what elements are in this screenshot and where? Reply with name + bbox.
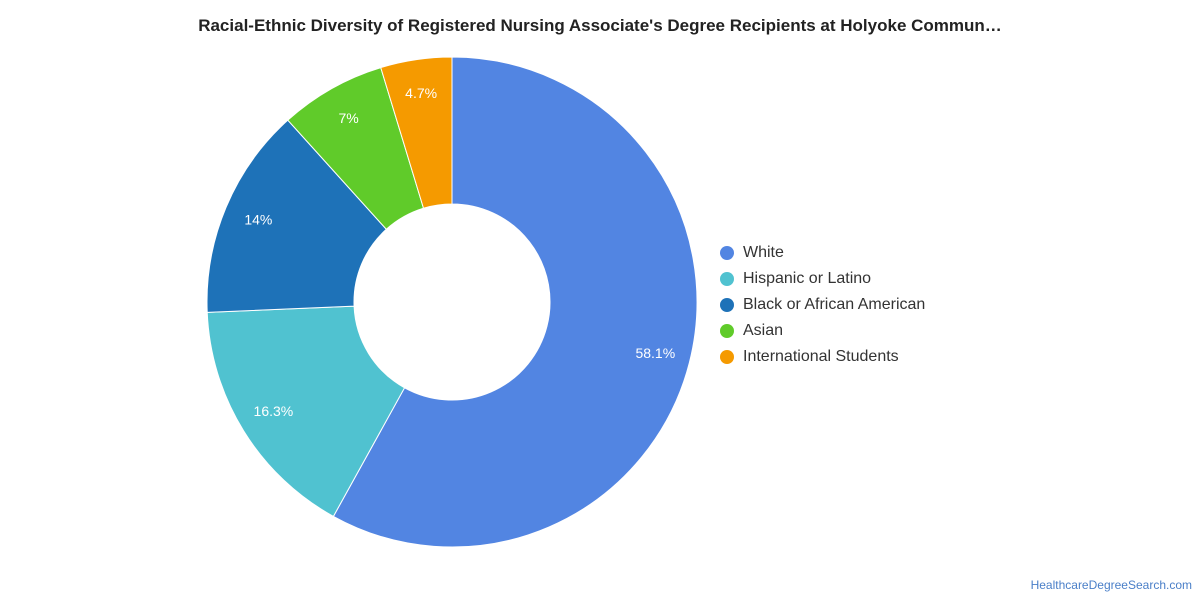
slice-label: 4.7% xyxy=(405,85,437,101)
slice-label: 14% xyxy=(244,212,272,228)
slice-international-students[interactable] xyxy=(380,56,453,209)
legend-label: Hispanic or Latino xyxy=(743,270,872,287)
source-credit[interactable]: HealthcareDegreeSearch.com xyxy=(1030,578,1192,592)
slice-label: 16.3% xyxy=(254,403,294,419)
legend-label: International Students xyxy=(743,348,899,365)
legend-swatch xyxy=(720,246,734,260)
slice-label: 58.1% xyxy=(635,345,675,361)
legend-label: White xyxy=(743,244,784,261)
legend-swatch xyxy=(720,324,734,338)
legend-item[interactable]: Asian xyxy=(720,318,925,344)
slice-white[interactable] xyxy=(332,56,698,548)
slice-label: 7% xyxy=(339,110,359,126)
legend-swatch xyxy=(720,298,734,312)
legend-swatch xyxy=(720,350,734,364)
slice-hispanic-or-latino[interactable] xyxy=(206,305,406,518)
legend-item[interactable]: Hispanic or Latino xyxy=(720,266,925,292)
legend-label: Black or African American xyxy=(743,296,926,313)
legend-swatch xyxy=(720,272,734,286)
legend-item[interactable]: White xyxy=(720,240,925,266)
chart-title: Racial-Ethnic Diversity of Registered Nu… xyxy=(198,16,1002,35)
legend-item[interactable]: Black or African American xyxy=(720,292,925,318)
legend: White Hispanic or Latino Black or African … xyxy=(720,240,925,370)
legend-item[interactable]: International Students xyxy=(720,344,925,370)
legend-label: Asian xyxy=(743,322,784,339)
slice-black-or-african-american[interactable] xyxy=(206,119,388,313)
